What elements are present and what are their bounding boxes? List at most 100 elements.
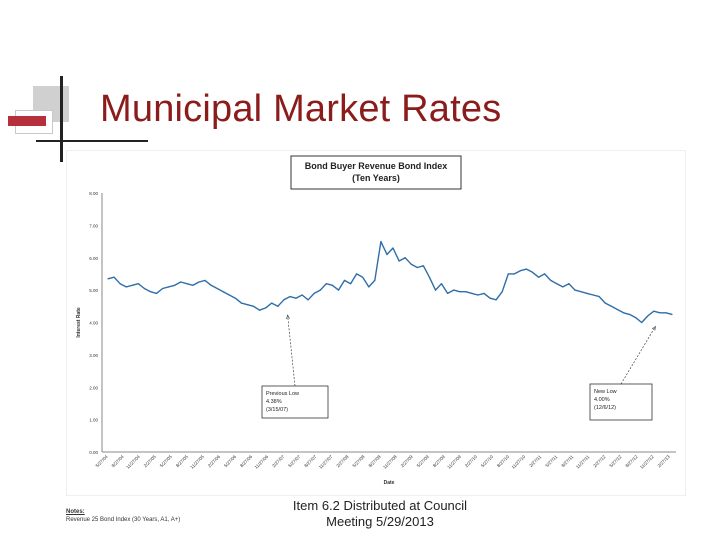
y-tick-label: 7.00 bbox=[89, 223, 98, 228]
series-point bbox=[234, 297, 236, 299]
annotation-arrow bbox=[620, 326, 656, 385]
annotation-1: Previous Low 4.38% (3/15/07) bbox=[261, 314, 329, 419]
series-point bbox=[665, 312, 667, 314]
series-point bbox=[410, 263, 412, 265]
series-point bbox=[349, 283, 352, 285]
series-point bbox=[325, 283, 327, 285]
decor-horizontal-line bbox=[36, 140, 148, 142]
decor-vertical-line bbox=[60, 76, 63, 162]
series-point bbox=[271, 302, 273, 304]
series-point bbox=[556, 283, 558, 285]
series-point bbox=[635, 317, 637, 319]
annotation-box bbox=[589, 383, 653, 421]
series-point bbox=[113, 276, 115, 278]
series-point bbox=[343, 279, 346, 282]
series-point bbox=[155, 292, 158, 294]
series-point bbox=[422, 265, 424, 267]
slide-title: Municipal Market Rates bbox=[100, 88, 502, 130]
y-tick-label: 8.00 bbox=[89, 191, 98, 196]
series-point bbox=[398, 260, 400, 262]
series-point bbox=[259, 309, 261, 311]
footer-line-2: Meeting 5/29/2013 bbox=[326, 514, 434, 529]
series-point bbox=[641, 321, 643, 324]
series-point bbox=[586, 292, 588, 294]
series-point bbox=[447, 292, 449, 294]
series-point bbox=[604, 302, 606, 304]
series-point bbox=[416, 266, 418, 269]
series-point bbox=[380, 240, 382, 243]
annotation-text: 4.38% bbox=[266, 399, 282, 405]
series-point bbox=[622, 312, 625, 314]
series-point bbox=[471, 292, 473, 294]
series-point bbox=[531, 271, 534, 273]
y-tick-label: 6.00 bbox=[89, 256, 98, 261]
series-point bbox=[168, 286, 170, 288]
series-point bbox=[434, 289, 437, 291]
series-point bbox=[180, 281, 182, 283]
line-chart: Bond Buyer Revenue Bond Index (Ten Years)… bbox=[65, 149, 687, 497]
series-point bbox=[186, 283, 188, 285]
series-point bbox=[592, 294, 594, 296]
series-point bbox=[580, 291, 582, 293]
y-tick-label: 3.00 bbox=[89, 353, 98, 358]
annotation-text: Previous Low bbox=[266, 391, 299, 397]
series-point bbox=[289, 296, 291, 298]
series-point bbox=[174, 284, 176, 286]
series-point bbox=[440, 283, 443, 285]
series-point bbox=[301, 294, 303, 296]
series-point bbox=[265, 307, 267, 309]
chart-container: Bond Buyer Revenue Bond Index (Ten Years)… bbox=[65, 149, 687, 497]
series-point bbox=[568, 283, 570, 285]
series-point bbox=[313, 292, 315, 294]
series-point bbox=[495, 299, 497, 301]
series-point bbox=[307, 299, 309, 301]
y-tick-label: 5.00 bbox=[89, 288, 98, 293]
series-point bbox=[483, 292, 485, 294]
series-point bbox=[210, 284, 212, 286]
series-point bbox=[222, 291, 224, 293]
series-point bbox=[598, 296, 600, 298]
series-point bbox=[198, 281, 200, 283]
chart-background bbox=[65, 149, 687, 497]
chart-title-line: (Ten Years) bbox=[352, 173, 400, 183]
chart-notes: Notes: Revenue 25 Bond Index (30 Years, … bbox=[66, 508, 180, 524]
series-point bbox=[192, 284, 194, 286]
series-point bbox=[671, 313, 673, 316]
y-axis-label: Interest Rate bbox=[76, 307, 82, 338]
series-point bbox=[319, 289, 321, 291]
series-line bbox=[107, 240, 673, 324]
series-point bbox=[125, 286, 127, 288]
footer-note: Item 6.2 Distributed at Council Meeting 5… bbox=[240, 498, 520, 530]
series-point bbox=[295, 297, 297, 299]
series-point bbox=[277, 305, 279, 307]
series-point bbox=[628, 313, 631, 316]
series-point bbox=[252, 305, 255, 307]
series-point bbox=[465, 291, 467, 293]
series-point bbox=[331, 284, 333, 286]
series-point bbox=[131, 284, 133, 286]
y-tick-label: 4.00 bbox=[89, 321, 98, 326]
series-point bbox=[477, 294, 479, 296]
annotation-arrowhead bbox=[651, 325, 656, 331]
series-point bbox=[519, 270, 521, 272]
series-point bbox=[337, 289, 340, 291]
notes-label: Notes: bbox=[66, 509, 85, 515]
series-point bbox=[204, 279, 206, 282]
series-point bbox=[246, 304, 249, 306]
series-point bbox=[574, 289, 576, 291]
series-point bbox=[550, 279, 552, 282]
series-point bbox=[228, 294, 230, 296]
series-point bbox=[653, 310, 655, 312]
series-point bbox=[647, 315, 649, 317]
series-point bbox=[459, 291, 461, 293]
series-point bbox=[525, 268, 528, 270]
annotation-text: (3/15/07) bbox=[266, 407, 288, 413]
series-point bbox=[501, 291, 503, 293]
series-point bbox=[161, 287, 164, 290]
series-point bbox=[610, 305, 612, 307]
series-point bbox=[107, 278, 109, 280]
annotation-text: (12/6/12) bbox=[594, 405, 616, 411]
series-point bbox=[428, 276, 431, 278]
series-point bbox=[362, 276, 364, 278]
series-point bbox=[119, 283, 121, 285]
